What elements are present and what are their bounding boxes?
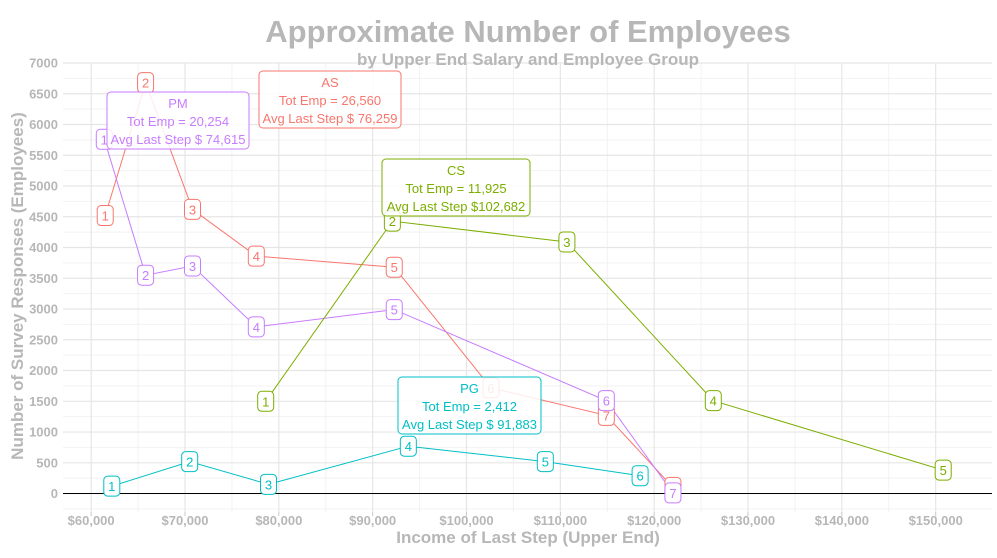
annotation-name-as: AS	[321, 75, 339, 90]
annotation-total-cs: Tot Emp = 11,925	[405, 181, 506, 196]
point-label-as: 2	[142, 76, 149, 91]
y-tick-label: 6500	[29, 86, 58, 101]
point-marker-pm	[137, 264, 155, 286]
annotation-box-as	[258, 70, 402, 129]
point-label-cs: 1	[262, 394, 269, 409]
point-marker-as	[385, 256, 403, 278]
point-marker-pg	[103, 475, 121, 497]
point-label-as: 5	[391, 260, 398, 275]
annotation-name-pm: PM	[168, 96, 188, 111]
point-marker-pg	[260, 473, 278, 495]
y-tick-label: 7000	[29, 56, 58, 71]
point-label-as: 7	[603, 408, 610, 423]
point-marker-pm	[247, 316, 265, 338]
annotation-avg-as: Avg Last Step $ 76,259	[263, 111, 398, 126]
chart-subtitle: by Upper End Salary and Employee Group	[357, 50, 699, 69]
annotation-total-as: Tot Emp = 26,560	[279, 93, 381, 108]
point-label-cs: 4	[710, 394, 717, 409]
point-marker-pm	[664, 482, 682, 504]
y-tick-label: 3000	[29, 302, 58, 317]
y-tick-label: 5000	[29, 179, 58, 194]
point-label-pg: 5	[542, 455, 549, 470]
point-markers: 12345678123456712345123456	[95, 72, 952, 504]
y-tick-label: 1000	[29, 425, 58, 440]
point-label-cs: 2	[389, 214, 396, 229]
y-tick-label: 4000	[29, 240, 58, 255]
point-marker-pm	[597, 390, 615, 412]
point-label-pm: 2	[142, 268, 149, 283]
annotation-box-pm	[106, 91, 250, 150]
point-marker-as	[183, 198, 201, 220]
point-label-pg: 6	[636, 469, 643, 484]
chart-title: Approximate Number of Employees	[265, 14, 790, 49]
point-marker-cs	[934, 459, 952, 481]
point-marker-pg	[631, 465, 649, 487]
point-label-pg: 3	[265, 477, 272, 492]
annotation-name-pg: PG	[460, 381, 479, 396]
x-tick-label: $90,000	[349, 513, 396, 528]
point-label-pm: 5	[391, 303, 398, 318]
point-label-as: 4	[253, 249, 260, 264]
point-marker-cs	[704, 390, 722, 412]
x-tick-label: $60,000	[68, 513, 115, 528]
annotation-total-pg: Tot Emp = 2,412	[422, 399, 517, 414]
point-marker-as	[247, 245, 265, 267]
point-marker-pm	[183, 255, 201, 277]
point-label-pm: 4	[253, 320, 260, 335]
y-tick-label: 6000	[29, 117, 58, 132]
point-marker-pg	[399, 435, 417, 457]
y-tick-label: 5500	[29, 148, 58, 163]
y-tick-label: 1500	[29, 394, 58, 409]
point-label-cs: 3	[563, 235, 570, 250]
point-label-as: 3	[189, 202, 196, 217]
annotation-avg-pm: Avg Last Step $ 74,615	[111, 132, 246, 147]
x-tick-label: $110,000	[534, 513, 588, 528]
y-tick-label: 2500	[29, 332, 58, 347]
x-tick-label: $80,000	[255, 513, 302, 528]
x-tick-label: $150,000	[909, 513, 963, 528]
point-marker-pg	[536, 451, 554, 473]
annotation-box-cs	[381, 158, 531, 217]
annotation-avg-cs: Avg Last Step $102,682	[387, 199, 526, 214]
point-marker-pg	[181, 451, 199, 473]
y-tick-label: 500	[36, 455, 58, 470]
point-label-pm: 1	[101, 132, 108, 147]
point-marker-cs	[257, 390, 275, 412]
x-tick-label: $100,000	[439, 513, 493, 528]
y-tick-label: 0	[51, 486, 58, 501]
y-tick-label: 4500	[29, 209, 58, 224]
y-tick-label: 3500	[29, 271, 58, 286]
annotation-avg-pg: Avg Last Step $ 91,883	[402, 417, 537, 432]
annotation-name-cs: CS	[447, 163, 465, 178]
point-label-pm: 7	[669, 486, 676, 501]
x-tick-label: $120,000	[627, 513, 681, 528]
x-axis-label: Income of Last Step (Upper End)	[396, 528, 660, 547]
point-label-pg: 2	[186, 455, 193, 470]
annotation-total-pm: Tot Emp = 20,254	[127, 114, 229, 129]
point-label-cs: 5	[940, 463, 947, 478]
point-marker-as	[96, 205, 114, 227]
point-label-as: 1	[102, 209, 109, 224]
annotation-box-pg	[397, 376, 542, 435]
y-axis-label: Number of Survey Responses (Employees)	[8, 112, 27, 460]
x-tick-label: $70,000	[161, 513, 208, 528]
x-tick-label: $130,000	[721, 513, 775, 528]
axes: $60,000 $70,000 $80,000 $90,000 $100,000 $110…	[29, 56, 992, 528]
point-marker-cs	[558, 231, 576, 253]
point-label-pm: 6	[603, 394, 610, 409]
point-label-pm: 3	[189, 259, 196, 274]
point-label-pg: 1	[108, 479, 115, 494]
point-marker-pm	[385, 299, 403, 321]
y-tick-label: 2000	[29, 363, 58, 378]
series-annotations: AS Tot Emp = 26,560 Avg Last Step $ 76,259…	[106, 70, 542, 435]
point-label-pg: 4	[405, 439, 412, 454]
x-tick-label: $140,000	[815, 513, 869, 528]
series-line-pg	[111, 445, 641, 487]
